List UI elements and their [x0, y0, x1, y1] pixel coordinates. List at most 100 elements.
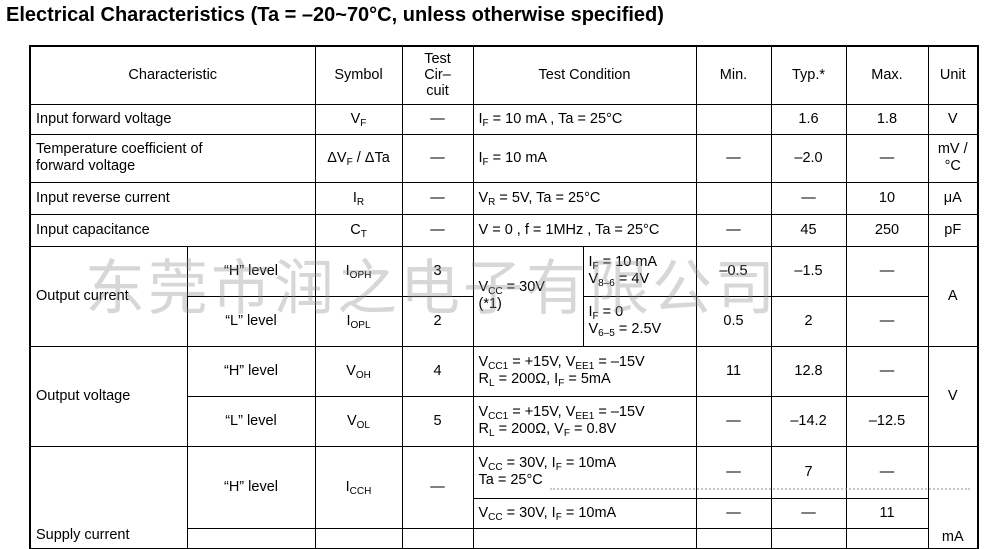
table-cell: –2.0	[770, 133, 847, 183]
table-cell: IF = 10 mA	[472, 133, 697, 183]
table-cell: 10	[845, 181, 929, 215]
table-cell: IOPH	[314, 245, 403, 297]
header-test-circuit: Test Cir– cuit	[401, 45, 474, 105]
table-cell: Input reverse current	[29, 181, 316, 215]
table-cell: —	[845, 295, 929, 347]
table-cell: VR = 5V, Ta = 25°C	[472, 181, 697, 215]
table-cell: VCC = 30V, IF = 10mA	[472, 497, 697, 529]
table-cell: —	[695, 133, 772, 183]
page-title: Electrical Characteristics (Ta = –20~70°…	[6, 4, 664, 26]
table-cell: 250	[845, 213, 929, 247]
header-symbol: Symbol	[314, 45, 403, 105]
table-row: Output current “H” level IOPH 3 VCC = 30…	[29, 245, 979, 347]
table-cell: VCC1 = +15V, VEE1 = –15V RL = 200Ω, IF =…	[472, 345, 697, 397]
table-cell	[314, 527, 403, 549]
table-cell: 1.8	[845, 103, 929, 135]
table-cell: Input capacitance	[29, 213, 316, 247]
table-cell: 2	[770, 295, 847, 347]
table-cell: —	[401, 445, 474, 529]
table-cell: “L” level	[186, 395, 316, 447]
header-unit: Unit	[927, 45, 979, 105]
table-row: “L” level VOL 5 VCC1 = +15V, VEE1 = –15V…	[30, 395, 978, 447]
table-cell: –1.5	[770, 245, 847, 297]
table-cell: —	[401, 181, 474, 215]
table-cell: VF	[314, 103, 403, 135]
table-cell: V	[927, 103, 979, 135]
table-cell: VOL	[314, 395, 403, 447]
table-cell: IF = 10 mA , Ta = 25°C	[472, 103, 697, 135]
table-cell: —	[770, 497, 847, 529]
table-cell: VOH	[314, 345, 403, 397]
table-row: VCC = 30V, IF = 10mA — — 11	[30, 497, 978, 529]
table-cell: Output voltage	[29, 345, 188, 447]
header-typ: Typ.*	[770, 45, 847, 105]
table-cell: 5	[401, 395, 474, 447]
table-cell: CT	[314, 213, 403, 247]
table-cell: —	[695, 213, 772, 247]
table-cell: “H” level	[186, 245, 316, 297]
table-row: Output voltage “H” level VOH 4 VCC1 = +1…	[29, 345, 979, 447]
table-cell	[695, 181, 772, 215]
table-cell: VCC1 = +15V, VEE1 = –15V RL = 200Ω, VF =…	[472, 395, 697, 447]
table-cell: Temperature coefficient of forward volta…	[29, 133, 316, 183]
table-cell	[401, 527, 474, 549]
table-row: Input capacitance CT — V = 0 , f = 1MHz …	[29, 213, 979, 247]
table-cell: —	[845, 445, 929, 499]
table-cell: —	[695, 445, 772, 499]
table-cell: Output current	[29, 245, 188, 347]
table-cell: –14.2	[770, 395, 847, 447]
table-cell: 11	[845, 497, 929, 529]
table-cell: V	[927, 345, 979, 447]
table-cell: mV / °C	[927, 133, 979, 183]
table-cell: 1.6	[770, 103, 847, 135]
table-cell: 7	[770, 445, 847, 499]
table-cell: “L” level	[186, 295, 316, 347]
table-cell: ΔVF / ΔTa	[314, 133, 403, 183]
table-cell: VCC = 30V (*1)	[472, 245, 584, 347]
table-cell: IOPL	[314, 295, 403, 347]
table-cell: 45	[770, 213, 847, 247]
header-min: Min.	[695, 45, 772, 105]
table-row: “L” level IOPL 2 IF = 0 V6–5 = 2.5V 0.5 …	[30, 295, 978, 347]
table-cell: –12.5	[845, 395, 929, 447]
table-cell: Supply current	[29, 445, 188, 549]
table-cell: ICCH	[314, 445, 403, 529]
table-cell	[770, 527, 847, 549]
table-row: Temperature coefficient of forward volta…	[29, 133, 979, 183]
header-test-condition: Test Condition	[472, 45, 697, 105]
table-cell: —	[401, 213, 474, 247]
table-cell: 12.8	[770, 345, 847, 397]
table-cell: —	[401, 103, 474, 135]
table-cell: —	[695, 497, 772, 529]
table-cell: VCC = 30V, IF = 10mA Ta = 25°C	[472, 445, 697, 499]
table-cell: “H” level	[186, 445, 316, 529]
table-cell: —	[695, 395, 772, 447]
table-cell	[695, 527, 772, 549]
table-cell: —	[845, 133, 929, 183]
table-cell	[472, 527, 697, 549]
table-cell: μA	[927, 181, 979, 215]
table-row: Supply current “H” level ICCH — VCC = 30…	[29, 445, 979, 549]
electrical-characteristics-table: Characteristic Symbol Test Cir– cuit Test …	[29, 45, 979, 549]
table-cell: —	[845, 345, 929, 397]
header-row: Characteristic Symbol Test Cir– cuit Test …	[29, 45, 979, 105]
table-cell: 2	[401, 295, 474, 347]
table-cell: V = 0 , f = 1MHz , Ta = 25°C	[472, 213, 697, 247]
table-cell	[186, 527, 316, 549]
table-cell	[695, 103, 772, 135]
table-cell: 11	[695, 345, 772, 397]
table-cell: 0.5	[695, 295, 772, 347]
table-row: Input forward voltage VF — IF = 10 mA , …	[29, 103, 979, 135]
header-characteristic: Characteristic	[29, 45, 316, 105]
table-cell: mA	[927, 445, 979, 549]
table-cell	[845, 527, 929, 549]
table-cell: Input forward voltage	[29, 103, 316, 135]
table-cell: –0.5	[695, 245, 772, 297]
table-cell: 3	[401, 245, 474, 297]
table-cell: —	[845, 245, 929, 297]
table-cell: —	[401, 133, 474, 183]
table-cell: —	[770, 181, 847, 215]
table-cell: IR	[314, 181, 403, 215]
table-row: Input reverse current IR — VR = 5V, Ta =…	[29, 181, 979, 215]
table-cell: A	[927, 245, 979, 347]
